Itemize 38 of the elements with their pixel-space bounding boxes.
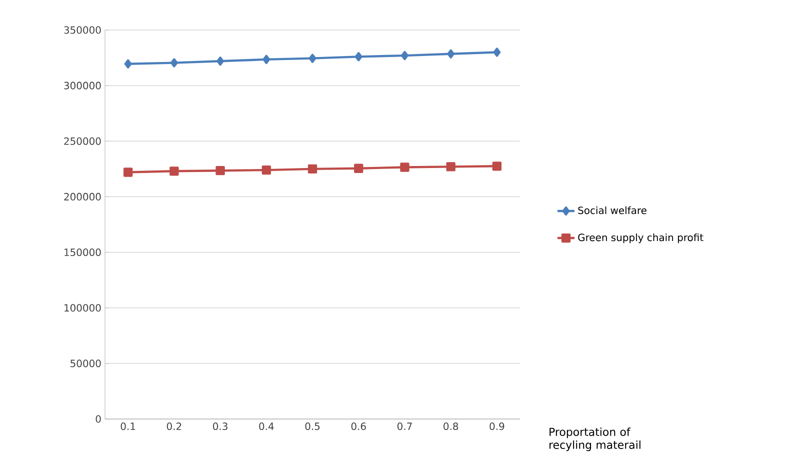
- x-tick-label: 0.6: [351, 422, 366, 430]
- y-tick-label: 0: [96, 415, 101, 423]
- point: [262, 54, 270, 64]
- x-tick-label: 0.7: [397, 422, 412, 430]
- point: [170, 58, 178, 68]
- point: [493, 48, 501, 57]
- x-tick-label: 0.4: [259, 422, 274, 430]
- point: [400, 162, 410, 172]
- point: [401, 50, 408, 60]
- point: [124, 59, 132, 68]
- point: [262, 165, 271, 175]
- y-tick-label: 150000: [64, 248, 101, 256]
- y-tick-label: 300000: [64, 82, 101, 90]
- y-tick-label: 350000: [64, 26, 101, 34]
- x-tick-label: 0.3: [213, 422, 228, 430]
- point: [446, 162, 456, 172]
- point: [308, 164, 318, 174]
- x-tick-label: 0.5: [305, 422, 320, 430]
- point: [492, 162, 502, 171]
- point: [216, 56, 224, 66]
- y-tick-label: 100000: [64, 304, 101, 312]
- y-tick-label: 200000: [64, 192, 101, 200]
- point: [123, 168, 133, 177]
- x-tick-label: 0.1: [120, 422, 136, 430]
- point: [447, 49, 455, 58]
- x-tick-label: 0.8: [444, 422, 458, 430]
- x-axis-title: Proportation of recyling materail: [550, 428, 640, 452]
- point: [354, 52, 362, 62]
- legend-label: Social welfare: [578, 206, 646, 214]
- point: [354, 164, 364, 173]
- x-tick-label: 0.2: [166, 422, 182, 430]
- y-tick-label: 250000: [64, 137, 101, 145]
- x-tick-label: 0.9: [490, 422, 504, 430]
- legend-label: Green supply chain profit: [578, 233, 704, 244]
- y-tick-label: 50000: [70, 360, 101, 368]
- point: [216, 166, 225, 176]
- point: [308, 54, 316, 63]
- point: [170, 166, 179, 176]
